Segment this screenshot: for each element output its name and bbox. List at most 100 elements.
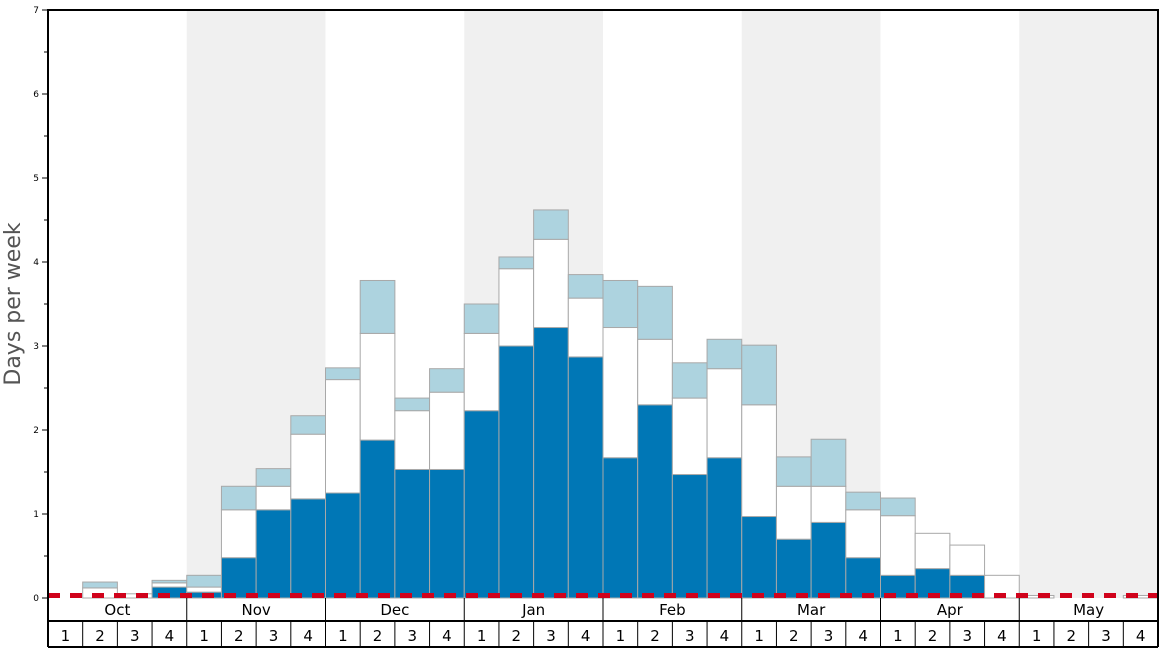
bar-white-16 bbox=[567, 297, 604, 358]
week-label: 1 bbox=[893, 627, 903, 645]
bar-light-20 bbox=[706, 338, 743, 370]
y-tick-label: 6 bbox=[33, 90, 39, 100]
bar-white-21 bbox=[741, 404, 777, 518]
week-label: 1 bbox=[616, 627, 626, 645]
bar-dark-21 bbox=[741, 516, 777, 599]
bar-light-13 bbox=[463, 303, 500, 334]
week-label: 1 bbox=[754, 627, 764, 645]
bar-white-7 bbox=[255, 485, 292, 511]
bar-white-24 bbox=[845, 509, 881, 559]
month-label: Oct bbox=[104, 601, 130, 619]
month-label: Apr bbox=[937, 601, 964, 619]
week-label: 3 bbox=[130, 627, 140, 645]
bar-light-6 bbox=[220, 485, 257, 511]
bar-dark-18 bbox=[637, 404, 673, 599]
bar-white-4 bbox=[151, 582, 188, 588]
week-label: 4 bbox=[442, 627, 452, 645]
bar-light-15 bbox=[533, 209, 569, 240]
bar-light-10 bbox=[359, 279, 396, 334]
bar-white-26 bbox=[914, 532, 951, 570]
y-tick-label: 1 bbox=[33, 510, 39, 520]
y-tick-label: 0 bbox=[33, 594, 39, 604]
week-label: 2 bbox=[512, 627, 522, 645]
week-label: 4 bbox=[581, 627, 591, 645]
y-tick-label: 2 bbox=[33, 426, 39, 436]
week-label: 3 bbox=[269, 627, 279, 645]
bar-dark-13 bbox=[463, 410, 500, 599]
month-label: Nov bbox=[241, 601, 270, 619]
bar-light-24 bbox=[845, 491, 881, 511]
bar-white-8 bbox=[290, 433, 326, 500]
bar-white-20 bbox=[706, 368, 743, 459]
bar-dark-10 bbox=[359, 439, 396, 599]
bar-white-19 bbox=[671, 397, 708, 476]
bar-light-5 bbox=[186, 574, 222, 588]
bar-white-22 bbox=[775, 485, 812, 540]
bar-white-12 bbox=[429, 391, 465, 470]
month-label: Mar bbox=[797, 601, 826, 619]
bar-light-23 bbox=[810, 438, 847, 487]
month-band-may bbox=[1019, 10, 1158, 598]
week-label: 1 bbox=[1032, 627, 1042, 645]
week-label: 4 bbox=[165, 627, 175, 645]
week-label: 3 bbox=[962, 627, 972, 645]
week-label: 1 bbox=[199, 627, 209, 645]
week-label: 3 bbox=[685, 627, 695, 645]
month-label: Dec bbox=[380, 601, 409, 619]
bar-dark-19 bbox=[671, 474, 708, 599]
bar-dark-22 bbox=[775, 538, 812, 599]
bar-dark-11 bbox=[394, 468, 431, 599]
y-tick-label: 3 bbox=[33, 342, 39, 352]
week-label: 2 bbox=[95, 627, 105, 645]
bar-light-18 bbox=[637, 285, 673, 340]
bars-layer bbox=[82, 209, 1159, 599]
week-label: 1 bbox=[477, 627, 487, 645]
bar-white-6 bbox=[220, 509, 257, 559]
bar-dark-17 bbox=[602, 457, 639, 599]
bar-white-25 bbox=[880, 515, 916, 576]
bar-dark-16 bbox=[567, 356, 604, 599]
bar-dark-20 bbox=[706, 457, 743, 599]
bar-light-2 bbox=[82, 581, 118, 589]
week-label: 1 bbox=[338, 627, 348, 645]
month-label: Feb bbox=[659, 601, 686, 619]
week-label: 4 bbox=[997, 627, 1007, 645]
bar-white-23 bbox=[810, 485, 847, 523]
y-tick-label: 5 bbox=[33, 174, 39, 184]
bar-white-9 bbox=[325, 379, 361, 494]
week-label: 2 bbox=[373, 627, 383, 645]
month-label: May bbox=[1073, 601, 1104, 619]
y-axis-label: Days per week bbox=[1, 222, 26, 385]
bar-dark-9 bbox=[325, 492, 361, 599]
x-axis: Oct 1 2 3 4 Nov 1 2 3 4 Dec 1 2 3 4 Jan 1 2 3 4 Feb 1 2 3 4 Mar 1 2… bbox=[61, 601, 1146, 645]
bar-dark-23 bbox=[810, 521, 847, 599]
bar-dark-6 bbox=[220, 557, 257, 599]
y-tick-label: 7 bbox=[33, 6, 39, 16]
plot-frame bbox=[47, 9, 1159, 648]
bar-light-8 bbox=[290, 415, 326, 435]
month-label: Jan bbox=[521, 601, 545, 619]
bar-light-12 bbox=[429, 368, 465, 393]
bar-dark-12 bbox=[429, 468, 465, 599]
bar-light-14 bbox=[498, 256, 535, 270]
bar-white-14 bbox=[498, 268, 535, 347]
bar-white-17 bbox=[602, 327, 639, 459]
week-label: 3 bbox=[1101, 627, 1111, 645]
bar-white-27 bbox=[949, 544, 986, 576]
bar-light-11 bbox=[394, 397, 431, 412]
bar-light-21 bbox=[741, 344, 777, 406]
bar-white-11 bbox=[394, 410, 431, 470]
bar-white-5 bbox=[186, 586, 222, 593]
week-label: 3 bbox=[824, 627, 834, 645]
week-label: 2 bbox=[1067, 627, 1077, 645]
bar-white-18 bbox=[637, 338, 673, 406]
week-label: 2 bbox=[928, 627, 938, 645]
y-tick-label: 4 bbox=[33, 258, 39, 268]
bar-light-16 bbox=[567, 274, 604, 299]
bar-light-4 bbox=[151, 579, 188, 584]
bar-dark-7 bbox=[255, 509, 292, 599]
bar-light-17 bbox=[602, 279, 639, 329]
bar-white-28 bbox=[984, 574, 1020, 599]
y-axis: 0 1 2 3 4 5 6 7 bbox=[33, 6, 48, 604]
